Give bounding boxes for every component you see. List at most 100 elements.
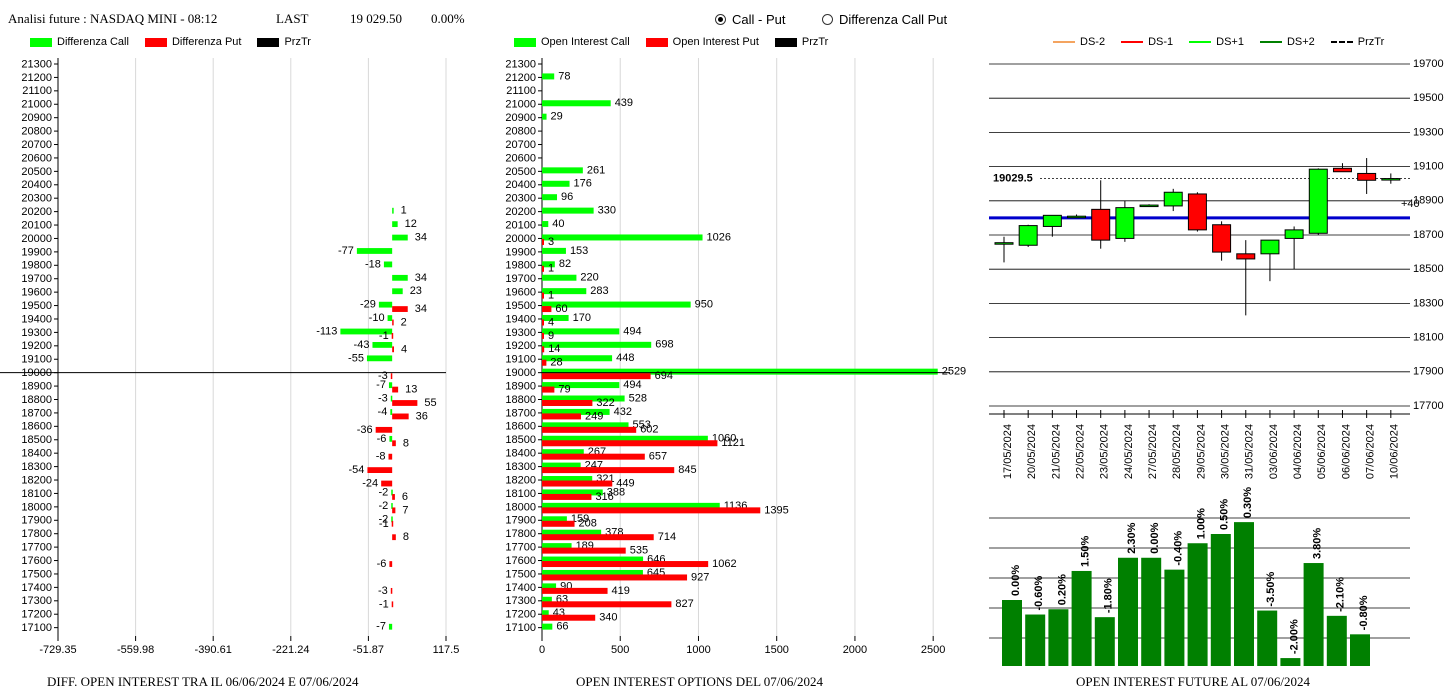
diff-bar-label: -2 (378, 513, 388, 525)
diff-bar-label: -113 (316, 326, 337, 338)
ds-plus1-line-icon (1189, 41, 1212, 43)
diff-bar-label: 34 (415, 303, 427, 315)
diff-bar-label: -6 (377, 433, 387, 445)
oi-bar-label: 388 (607, 486, 625, 498)
oi-bar-label: 950 (695, 298, 713, 310)
diff-chart-y-tick-label: 18500 (21, 434, 52, 446)
oif-bar-label: 0.00% (1149, 522, 1161, 553)
oi-put-bar (542, 373, 651, 380)
oi-bar-label: 698 (655, 339, 673, 351)
diff-chart-y-tick-label: 18000 (21, 501, 52, 513)
oi-chart-y-tick-label: 18300 (505, 461, 536, 473)
diff-chart-y-tick-label: 17500 (21, 568, 52, 580)
diff-bar-label: -7 (376, 621, 386, 633)
oi-put-bar (542, 534, 654, 541)
diff-put-bar (367, 467, 393, 473)
candle-y-tick-label: 19500 (1413, 92, 1444, 104)
diff-call-bar (390, 395, 393, 402)
oi-call-bar (542, 314, 569, 321)
legend-right: DS-2 DS-1 DS+1 DS+2 PrzTr (1053, 36, 1400, 48)
diff-chart-y-tick-label: 18100 (21, 488, 52, 500)
legend-middle: Open Interest Call Open Interest Put Prz… (514, 36, 844, 48)
oif-bar-label: -1.80% (1103, 578, 1115, 613)
oi-bar-label: 283 (590, 285, 608, 297)
oi-call-bar (542, 288, 587, 295)
oi-chart-y-tick-label: 19500 (505, 300, 536, 312)
oi-chart-y-tick-label: 17700 (505, 542, 536, 554)
oi-put-bar (542, 467, 675, 474)
diff-chart-y-tick-label: 19200 (21, 340, 52, 352)
legend-oi-put: Open Interest Put (672, 36, 759, 48)
diff-put-bar (392, 413, 409, 420)
strike-swatch-icon (774, 37, 797, 47)
oi-bar-label: 602 (640, 424, 658, 436)
last-label: LAST (276, 11, 309, 26)
legend-left: Differenza Call Differenza Put PrzTr (30, 36, 327, 48)
oi-call-bar (542, 476, 593, 483)
call-swatch-icon (30, 37, 52, 47)
candle-x-tick-label: 27/05/2024 (1147, 424, 1159, 479)
candle-body (1018, 225, 1038, 246)
diff-chart-y-tick-label: 17100 (21, 622, 52, 634)
diff-chart-x-tick-label: 117.5 (433, 644, 460, 656)
radio-call-put[interactable]: Call - Put (715, 12, 785, 27)
diff-chart-y-tick-label: 18600 (21, 421, 52, 433)
candle-strike-label: 19029.5 (993, 173, 1033, 185)
oi-bar-label: 14 (548, 343, 560, 355)
candle-y-tick-label: 19700 (1413, 58, 1444, 70)
oi-call-bar (542, 489, 603, 496)
oi-bar-label: 535 (630, 545, 648, 557)
oi-chart-x-tick-label: 2000 (843, 644, 867, 656)
diff-call-bar (389, 435, 393, 442)
oi-chart-y-tick-label: 18700 (505, 407, 536, 419)
oi-put-bar (542, 520, 575, 527)
oi-call-bar (542, 194, 558, 201)
oi-bar-label: 1060 (712, 433, 736, 445)
diff-bar-label: -2 (378, 500, 388, 512)
oi-chart-y-tick-label: 17300 (505, 595, 536, 607)
oi-put-bar (542, 587, 608, 594)
oif-bar (1164, 569, 1185, 666)
oi-bar-label: 4 (548, 316, 554, 328)
oif-bar (1326, 615, 1347, 666)
oi-call-bar (542, 596, 552, 603)
diff-chart-y-tick-label: 21200 (21, 72, 52, 84)
diff-chart-y-tick-label: 18700 (21, 407, 52, 419)
diff-bar-label: 34 (415, 272, 427, 284)
diff-put-bar (392, 319, 394, 326)
diff-chart-y-tick-label: 19800 (21, 260, 52, 272)
diff-chart-y-tick-label: 18300 (21, 461, 52, 473)
oi-bar-label: 714 (658, 531, 676, 543)
candle-x-tick-label: 07/06/2024 (1365, 424, 1377, 479)
diff-put-bar (392, 386, 399, 393)
diff-bar-label: 34 (415, 232, 427, 244)
candle-y-tick-label: 17900 (1413, 366, 1444, 378)
oi-chart-y-tick-label: 20400 (505, 179, 536, 191)
oi-call-bar (542, 462, 581, 469)
diff-bar-label: -77 (338, 245, 354, 257)
oi-bar-label: 448 (616, 352, 634, 364)
oi-put-bar (542, 238, 544, 245)
candle-y-tick-label: 18900 (1413, 195, 1444, 207)
diff-chart-y-tick-label: 20700 (21, 139, 52, 151)
legend-ds-m1: DS-1 (1148, 36, 1174, 48)
oif-bar-label: 0.30% (1242, 487, 1254, 518)
oif-bar (1303, 563, 1324, 666)
oif-bar-label: 1.00% (1196, 508, 1208, 539)
candle-x-tick-label: 20/05/2024 (1026, 424, 1038, 479)
diff-call-bar (392, 221, 398, 228)
candle-body (1332, 167, 1352, 173)
candle-x-tick-label: 05/06/2024 (1316, 424, 1328, 479)
oi-chart-y-tick-label: 17400 (505, 582, 536, 594)
diff-put-bar (381, 480, 393, 487)
oi-call-bar (542, 529, 602, 536)
oi-bar-label: 845 (678, 464, 696, 476)
oi-chart-y-tick-label: 19400 (505, 313, 536, 325)
diff-bar-label: -1 (379, 598, 389, 610)
candle-body (1260, 239, 1280, 255)
caption-diff: DIFF. OPEN INTEREST TRA IL 06/06/2024 E … (47, 674, 359, 689)
diff-bar-label: -55 (348, 352, 364, 364)
radio-diff-call-put[interactable]: Differenza Call Put (822, 12, 947, 27)
candle-y-tick-label: 19100 (1413, 161, 1444, 173)
app-title: Analisi future : NASDAQ MINI - 08:12 (8, 11, 218, 26)
